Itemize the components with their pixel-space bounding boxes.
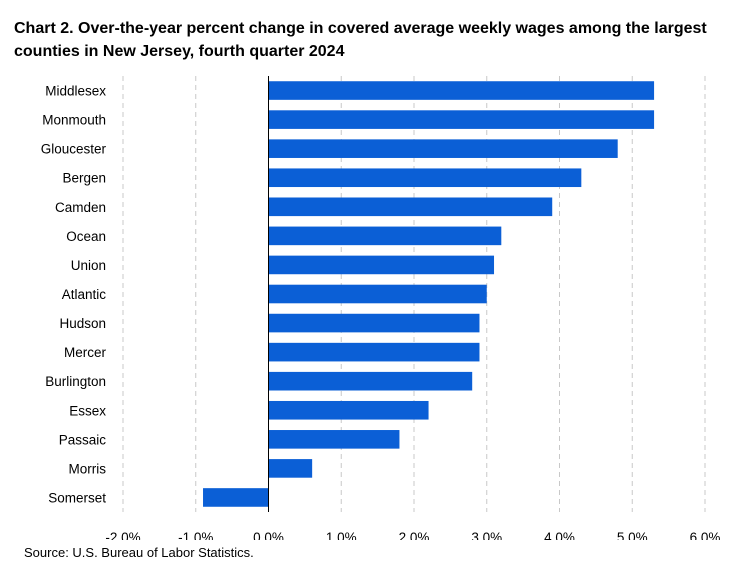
chart-title: Chart 2. Over-the-year percent change in… — [14, 20, 707, 60]
bar-somerset — [203, 488, 269, 507]
category-labels: Middlesex Monmouth Gloucester Bergen Camden O… — [41, 84, 107, 506]
bar-essex — [268, 400, 429, 420]
source-note: Source: U.S. Bureau of Labor Statistics. — [24, 545, 254, 560]
category-label: Atlantic — [62, 287, 107, 302]
bar-bergen — [268, 168, 582, 188]
tick-label: 3.0% — [471, 530, 502, 540]
bar-chart: Middlesex Monmouth Gloucester Bergen Camden O… — [41, 76, 720, 540]
bar-ocean — [268, 226, 502, 246]
bar-gloucester — [268, 139, 618, 158]
category-label: Burlington — [45, 374, 106, 389]
bars — [203, 81, 655, 507]
category-label: Hudson — [59, 316, 106, 331]
tick-label: 6.0% — [690, 530, 721, 540]
tick-label: -2.0% — [105, 530, 140, 540]
bar-mercer — [268, 342, 480, 362]
bar-morris — [268, 459, 313, 478]
category-label: Passaic — [59, 432, 107, 447]
category-label: Union — [71, 258, 106, 273]
tick-label: 5.0% — [617, 530, 648, 540]
tick-label: 1.0% — [326, 530, 357, 540]
category-label: Morris — [69, 461, 107, 476]
category-label: Somerset — [48, 490, 106, 505]
bar-atlantic — [268, 284, 487, 304]
bar-camden — [268, 197, 553, 217]
tick-labels: -2.0% -1.0% 0.0% 1.0% 2.0% 3.0% 4.0% 5.0% 6.0% — [105, 530, 720, 540]
bar-monmouth — [268, 110, 655, 129]
category-label: Ocean — [66, 229, 106, 244]
category-label: Middlesex — [45, 84, 106, 99]
bar-union — [268, 255, 495, 275]
bar-middlesex — [268, 81, 655, 100]
category-label: Bergen — [62, 171, 106, 186]
tick-label: 0.0% — [253, 530, 284, 540]
bar-hudson — [268, 313, 480, 333]
bar-passaic — [268, 430, 400, 449]
category-label: Gloucester — [41, 142, 107, 157]
tick-label: -1.0% — [178, 530, 213, 540]
tick-label: 2.0% — [399, 530, 430, 540]
category-label: Monmouth — [42, 113, 106, 128]
category-label: Camden — [55, 200, 106, 215]
bar-burlington — [268, 371, 473, 391]
tick-label: 4.0% — [544, 530, 575, 540]
category-label: Mercer — [64, 345, 107, 360]
category-label: Essex — [69, 403, 106, 418]
